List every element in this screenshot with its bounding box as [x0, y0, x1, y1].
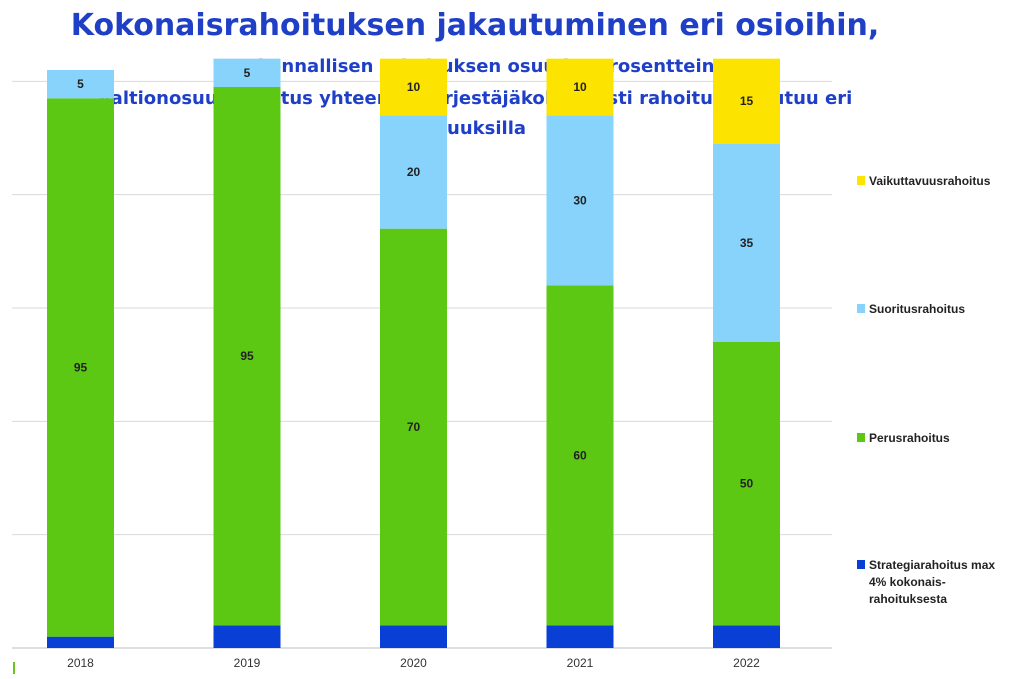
data-label: 15: [740, 94, 754, 108]
data-label: 95: [74, 361, 88, 375]
bar-segment: [380, 228, 447, 626]
data-label: 5: [77, 77, 84, 91]
legend-label: 4% kokonais-: [869, 575, 946, 589]
bar-segment: [713, 143, 780, 342]
legend-label: Perusrahoitus: [869, 431, 950, 445]
legend: Strategiarahoitus max 4% kokonais-rahoitu…: [857, 174, 995, 606]
data-label: 5: [244, 66, 251, 80]
legend-label: Suoritusrahoitus: [869, 302, 965, 316]
chart-title: Kokonaisrahoituksen jakautuminen eri osi…: [70, 8, 880, 43]
bar-segment: [47, 636, 114, 648]
legend-swatch: [857, 433, 865, 442]
bar-segment: [380, 58, 447, 116]
data-label: 50: [740, 477, 754, 491]
legend-swatch: [857, 560, 865, 569]
legend-label: Strategiarahoitus max: [869, 558, 995, 572]
bar-segment: [713, 58, 780, 144]
legend-label: Vaikuttavuusrahoitus: [869, 174, 991, 188]
data-label: 70: [407, 420, 421, 434]
x-tick-label: 2020: [400, 656, 427, 670]
legend-swatch: [857, 176, 865, 185]
data-label: 30: [573, 193, 587, 207]
bar-segment: [47, 98, 114, 637]
bar-segment: [546, 285, 614, 626]
x-axis-ticks: 2018 2019 2020 2021 2022: [67, 656, 760, 670]
x-tick-label: 2019: [234, 656, 261, 670]
legend-label: rahoituksesta: [869, 592, 947, 606]
x-tick-label: 2022: [733, 656, 760, 670]
bar-segment: [546, 58, 614, 116]
data-label: 20: [407, 165, 421, 179]
data-label: 35: [740, 236, 754, 250]
corner-mark: [13, 662, 15, 674]
chart-subtitle-line-3: osuuksilla: [423, 118, 527, 139]
bar-segment: [47, 70, 114, 99]
x-tick-label: 2021: [567, 656, 594, 670]
x-tick-label: 2018: [67, 656, 94, 670]
bar-segment: [546, 115, 614, 286]
data-label: 95: [240, 349, 254, 363]
legend-swatch: [857, 304, 865, 313]
bar-segment: [213, 58, 281, 87]
bar-segment: [713, 625, 780, 648]
bar-segment: [380, 115, 447, 229]
data-label: 10: [573, 80, 587, 94]
bar-segment: [546, 625, 614, 648]
bar-segment: [213, 87, 281, 626]
bar-segment: [380, 625, 447, 648]
bar-segment: [213, 625, 281, 648]
data-label: 10: [407, 80, 421, 94]
data-label: 60: [573, 448, 587, 462]
bars: 95 5 95 5 70 20 10 60 30 10 50 35 15: [47, 58, 780, 648]
chart-subtitle-line-2: Valtionosuusrahoitus yhteensä, järjestäj…: [97, 88, 853, 109]
bar-segment: [713, 342, 780, 626]
